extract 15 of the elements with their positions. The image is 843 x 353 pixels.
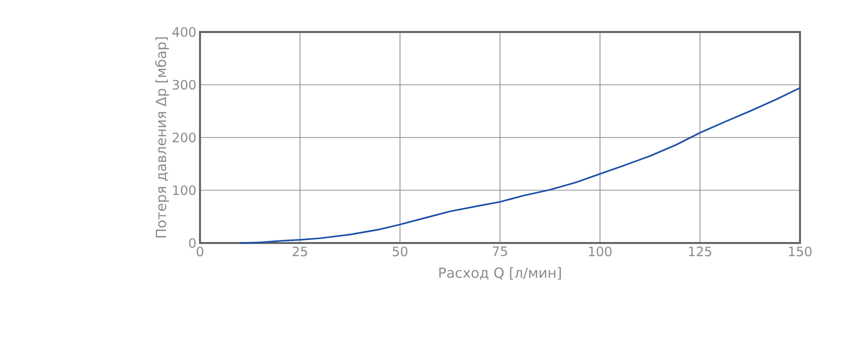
x-tick-label: 50: [392, 246, 408, 256]
y-tick-label: 100: [173, 185, 196, 196]
x-tick-label: 100: [589, 246, 612, 256]
y-axis-title: Потеря давления Δp [мбар]: [155, 37, 169, 238]
y-tick-label: 200: [172, 132, 196, 142]
x-tick-label: 75: [492, 246, 508, 256]
x-tick-label: 0: [196, 246, 204, 256]
x-tick-label: 150: [789, 246, 812, 256]
y-tick-label: 300: [172, 80, 196, 90]
line-series: [239, 87, 801, 244]
y-tick-label: 0: [189, 238, 196, 248]
x-tick-label: 25: [292, 246, 308, 256]
x-axis-title: Расход Q [л/мин]: [439, 267, 561, 280]
y-tick-label: 400: [172, 27, 196, 37]
x-tick-label: 125: [689, 246, 712, 256]
